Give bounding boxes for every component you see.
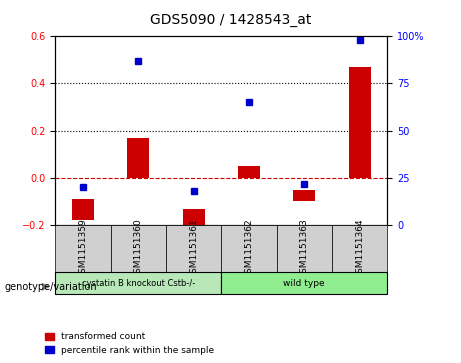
Bar bbox=[238, 166, 260, 178]
Text: cystatin B knockout Cstb-/-: cystatin B knockout Cstb-/- bbox=[82, 279, 195, 287]
Text: GSM1151359: GSM1151359 bbox=[78, 218, 88, 279]
Text: GSM1151362: GSM1151362 bbox=[244, 218, 254, 279]
FancyBboxPatch shape bbox=[332, 225, 387, 272]
Bar bbox=[183, 208, 205, 239]
Legend: transformed count, percentile rank within the sample: transformed count, percentile rank withi… bbox=[41, 329, 218, 359]
Text: GSM1151363: GSM1151363 bbox=[300, 218, 309, 279]
Bar bbox=[72, 199, 94, 220]
Text: GSM1151364: GSM1151364 bbox=[355, 218, 364, 279]
Text: genotype/variation: genotype/variation bbox=[5, 282, 97, 292]
Text: GSM1151361: GSM1151361 bbox=[189, 218, 198, 279]
FancyBboxPatch shape bbox=[55, 225, 111, 272]
Text: GSM1151360: GSM1151360 bbox=[134, 218, 143, 279]
Bar bbox=[127, 138, 149, 178]
Text: wild type: wild type bbox=[284, 279, 325, 287]
Text: GDS5090 / 1428543_at: GDS5090 / 1428543_at bbox=[150, 13, 311, 27]
FancyBboxPatch shape bbox=[277, 225, 332, 272]
FancyBboxPatch shape bbox=[55, 272, 221, 294]
Bar bbox=[349, 67, 371, 178]
FancyBboxPatch shape bbox=[221, 225, 277, 272]
FancyBboxPatch shape bbox=[166, 225, 221, 272]
FancyBboxPatch shape bbox=[111, 225, 166, 272]
FancyBboxPatch shape bbox=[221, 272, 387, 294]
Bar bbox=[293, 189, 315, 201]
